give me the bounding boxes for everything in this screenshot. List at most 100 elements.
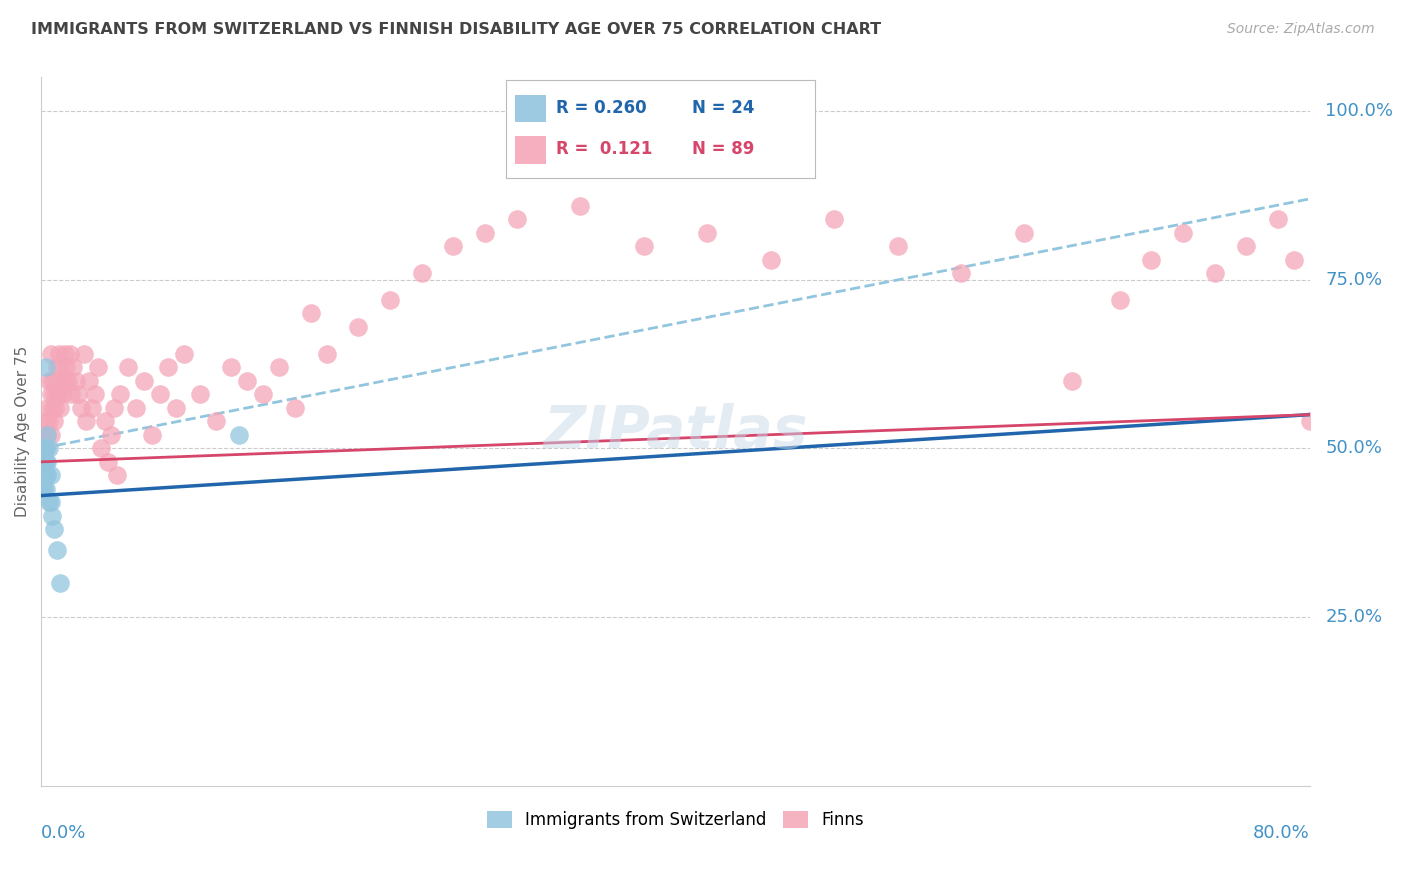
Text: 100.0%: 100.0% [1324, 103, 1393, 120]
Point [443, 239, 465, 253]
Point [103, 401, 125, 415]
Point [32, 455, 55, 469]
Point [39, 428, 62, 442]
Bar [516, 136, 547, 164]
Point [569, 198, 592, 212]
Point [48, 347, 70, 361]
Point [633, 239, 655, 253]
Point [42, 387, 65, 401]
Point [51, 374, 73, 388]
Point [949, 266, 972, 280]
Point [117, 360, 139, 375]
Point [347, 320, 370, 334]
Point [35, 482, 58, 496]
Point [42, 414, 65, 428]
Point [69, 401, 91, 415]
Text: ZIPatlas: ZIPatlas [543, 403, 808, 460]
Point [474, 226, 496, 240]
Text: 25.0%: 25.0% [1324, 608, 1382, 626]
Text: N = 89: N = 89 [692, 140, 754, 158]
Point [56, 374, 79, 388]
Point [1140, 252, 1163, 267]
Point [236, 374, 259, 388]
Point [39, 468, 62, 483]
Point [252, 387, 274, 401]
Point [84, 387, 107, 401]
Point [35, 442, 58, 456]
Point [32, 482, 55, 496]
Point [823, 212, 845, 227]
Point [35, 468, 58, 483]
Point [37, 455, 59, 469]
Point [32, 455, 55, 469]
Point [696, 226, 718, 240]
Point [31, 468, 53, 483]
Point [228, 428, 250, 442]
Text: N = 24: N = 24 [692, 99, 754, 117]
Text: Source: ZipAtlas.com: Source: ZipAtlas.com [1227, 22, 1375, 37]
Point [46, 360, 69, 375]
Text: 75.0%: 75.0% [1324, 271, 1382, 289]
Point [41, 374, 63, 388]
Point [35, 414, 58, 428]
Point [221, 360, 243, 375]
Point [141, 428, 163, 442]
Point [90, 442, 112, 456]
Point [32, 428, 55, 442]
Point [80, 401, 103, 415]
Point [66, 387, 89, 401]
Point [299, 306, 322, 320]
Point [93, 414, 115, 428]
Point [55, 360, 77, 375]
Point [125, 401, 148, 415]
Point [46, 542, 69, 557]
Text: 50.0%: 50.0% [1324, 440, 1382, 458]
Point [31, 442, 53, 456]
Point [46, 387, 69, 401]
Bar [516, 95, 547, 122]
Point [31, 482, 53, 496]
Point [41, 508, 63, 523]
Point [156, 360, 179, 375]
Point [97, 455, 120, 469]
Point [39, 347, 62, 361]
Point [110, 387, 132, 401]
Point [149, 387, 172, 401]
Point [73, 347, 96, 361]
Point [87, 360, 110, 375]
Point [32, 468, 55, 483]
Point [42, 522, 65, 536]
Point [59, 347, 82, 361]
Point [105, 468, 128, 483]
Point [284, 401, 307, 415]
Point [38, 414, 60, 428]
Point [75, 414, 97, 428]
Point [1108, 293, 1130, 307]
Point [886, 239, 908, 253]
Point [60, 387, 83, 401]
Point [1267, 212, 1289, 227]
Text: IMMIGRANTS FROM SWITZERLAND VS FINNISH DISABILITY AGE OVER 75 CORRELATION CHART: IMMIGRANTS FROM SWITZERLAND VS FINNISH D… [31, 22, 882, 37]
Point [39, 387, 62, 401]
Point [39, 495, 62, 509]
Point [38, 374, 60, 388]
Point [37, 428, 59, 442]
Point [35, 442, 58, 456]
Point [37, 401, 59, 415]
Point [49, 401, 72, 415]
Point [62, 360, 84, 375]
Point [41, 401, 63, 415]
Point [35, 360, 58, 375]
Point [53, 374, 76, 388]
Point [759, 252, 782, 267]
Text: R = 0.260: R = 0.260 [555, 99, 647, 117]
Point [49, 576, 72, 591]
Point [267, 360, 290, 375]
Point [134, 374, 156, 388]
Point [65, 374, 87, 388]
Text: 0.0%: 0.0% [41, 824, 87, 842]
Point [188, 387, 211, 401]
Point [32, 442, 55, 456]
Point [44, 374, 66, 388]
Point [35, 455, 58, 469]
